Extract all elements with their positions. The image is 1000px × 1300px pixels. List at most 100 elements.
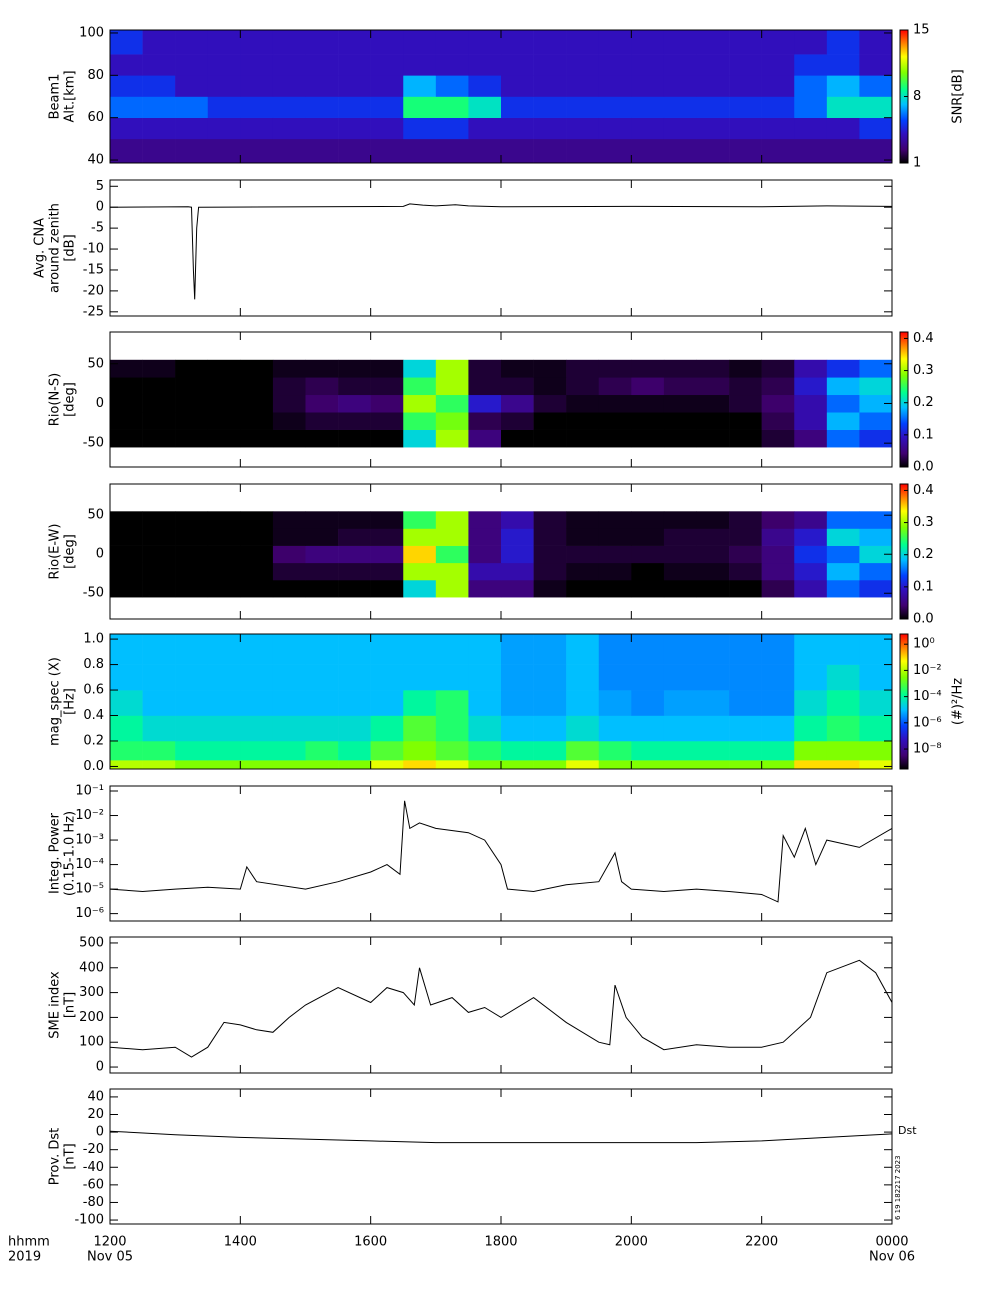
heatmap-cell [370, 511, 404, 529]
heatmap-cell [533, 562, 567, 581]
heatmap-cell [501, 511, 534, 529]
heatmap-cell [566, 511, 600, 529]
heatmap-cell [761, 429, 795, 448]
heatmap-cell [240, 75, 274, 97]
heatmap-cell [794, 359, 828, 378]
colorbar-tick-label: 10⁰ [913, 637, 935, 652]
heatmap-cell [370, 634, 404, 665]
y-axis-label: around zenith [48, 203, 63, 293]
heatmap-cell [598, 75, 632, 97]
heatmap-cell [240, 359, 274, 378]
heatmap-cell [175, 511, 209, 529]
heatmap-cell [598, 528, 632, 546]
heatmap-cell [240, 528, 274, 546]
heatmap-cell [631, 54, 665, 76]
heatmap-cell [370, 75, 404, 97]
heatmap-cell [338, 664, 371, 691]
heatmap-cell [142, 75, 176, 97]
y-tick-label: 1.0 [83, 632, 104, 647]
heatmap-cell [696, 117, 730, 140]
heatmap-cell [403, 634, 437, 665]
heatmap-cell [794, 429, 828, 448]
heatmap-cell [305, 377, 339, 396]
heatmap-cell [631, 117, 665, 140]
x-tick-label: 1400 [224, 1235, 257, 1250]
heatmap-cell [826, 394, 860, 413]
heatmap-cell [663, 138, 697, 164]
heatmap-cell [435, 75, 469, 97]
heatmap-cell [794, 528, 828, 546]
y-axis-label: Beam1 [48, 74, 63, 120]
heatmap-cell [826, 528, 860, 546]
heatmap-cell [533, 377, 567, 396]
heatmap-cell [533, 634, 567, 665]
heatmap-cell [207, 96, 241, 118]
heatmap-cell [175, 54, 209, 76]
y-axis-label: (0.15-1.0 Hz) [63, 811, 78, 896]
y-tick-label: 40 [87, 153, 104, 168]
heatmap-cell [468, 511, 502, 529]
y-tick-label: 20 [87, 1107, 104, 1122]
heatmap-cell [533, 545, 567, 564]
heatmap-cell [696, 715, 730, 742]
heatmap-cell [338, 528, 371, 546]
heatmap-cell [501, 377, 534, 396]
heatmap-cell [403, 359, 437, 378]
heatmap-cell [468, 429, 502, 448]
heatmap-cell [435, 690, 469, 716]
heatmap-cell [794, 394, 828, 413]
colorbar-tick-label: 0.1 [913, 427, 934, 442]
heatmap-cell [533, 511, 567, 529]
plot-frame [109, 179, 893, 317]
colorbar-tick-label: 10⁻⁸ [913, 742, 942, 757]
heatmap-cell [110, 75, 143, 97]
heatmap-cell [794, 715, 828, 742]
heatmap-cell [338, 96, 371, 118]
heatmap-cell [338, 75, 371, 97]
heatmap-cell [175, 96, 209, 118]
heatmap-cell [859, 545, 893, 564]
heatmap-cell [859, 511, 893, 529]
heatmap-cell [794, 54, 828, 76]
heatmap-cell [272, 664, 306, 691]
y-tick-label: 0 [96, 1060, 104, 1075]
heatmap-cell [696, 377, 730, 396]
heatmap-cell [272, 579, 306, 598]
y-tick-label: 100 [79, 1035, 104, 1050]
heatmap-cell [468, 664, 502, 691]
heatmap-cell [110, 138, 143, 164]
heatmap-cell [859, 715, 893, 742]
heatmap-cell [696, 54, 730, 76]
heatmap-cell [696, 579, 730, 598]
heatmap-cell [761, 562, 795, 581]
heatmap-cell [110, 394, 143, 413]
heatmap-cell [207, 634, 241, 665]
heatmap-cell [501, 664, 534, 691]
heatmap-cell [501, 96, 534, 118]
heatmap-cell [696, 359, 730, 378]
heatmap-cell [403, 377, 437, 396]
heatmap-cell [468, 54, 502, 76]
heatmap-cell [207, 117, 241, 140]
colorbar-tick-label: 10⁻² [913, 663, 942, 678]
heatmap-cell [696, 429, 730, 448]
heatmap-cell [110, 740, 143, 761]
y-axis-label: [Hz] [63, 688, 78, 715]
heatmap-cell [175, 359, 209, 378]
heatmap-cell [826, 377, 860, 396]
y-axis-label: Integ. Power [48, 812, 63, 894]
heatmap-cell [598, 511, 632, 529]
heatmap-cell [859, 412, 893, 430]
annotation: Dst [898, 1124, 917, 1137]
heatmap-cell [696, 30, 730, 55]
heatmap-cell [468, 634, 502, 665]
heatmap-cell [305, 715, 339, 742]
heatmap-cell [305, 511, 339, 529]
heatmap-cell [631, 579, 665, 598]
heatmap-cell [533, 690, 567, 716]
y-tick-label: 10⁻⁴ [75, 857, 104, 872]
y-tick-label: -20 [83, 283, 104, 298]
heatmap-cell [859, 54, 893, 76]
heatmap-cell [175, 117, 209, 140]
heatmap-cell [305, 30, 339, 55]
